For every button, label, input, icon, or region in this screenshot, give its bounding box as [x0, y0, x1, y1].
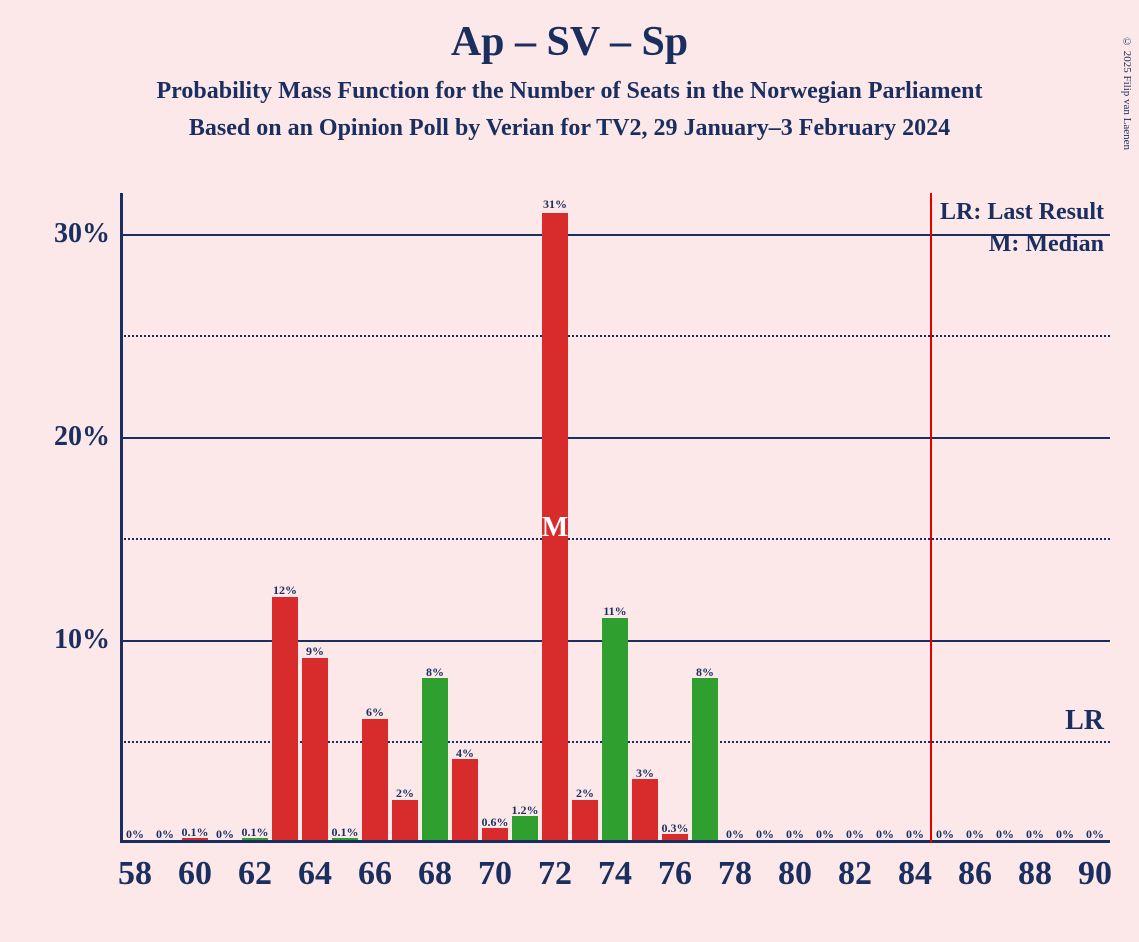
- bar-value-label: 11%: [603, 604, 626, 619]
- legend-last-result: LR: Last Result: [940, 199, 1104, 226]
- bar-value-label: 12%: [273, 583, 297, 598]
- bar-value-label: 0%: [816, 827, 834, 842]
- x-tick-label: 68: [418, 855, 452, 893]
- x-tick-label: 66: [358, 855, 392, 893]
- bar-value-label: 31%: [543, 197, 567, 212]
- bar-value-label: 0%: [786, 827, 804, 842]
- gridline-major: [120, 437, 1110, 439]
- chart-area: 10%20%30%5860626466687072747678808284868…: [120, 193, 1110, 843]
- chart-subtitle-1: Probability Mass Function for the Number…: [0, 78, 1139, 105]
- x-tick-label: 90: [1078, 855, 1112, 893]
- bar-value-label: 0%: [996, 827, 1014, 842]
- gridline-minor: [120, 335, 1110, 337]
- lr-axis-label: LR: [1065, 705, 1104, 737]
- bar-value-label: 0.6%: [482, 815, 509, 830]
- bar: [512, 816, 538, 840]
- x-tick-label: 84: [898, 855, 932, 893]
- bar-value-label: 0.3%: [662, 821, 689, 836]
- bar-value-label: 0.1%: [332, 825, 359, 840]
- bar-value-label: 0%: [126, 827, 144, 842]
- bar-value-label: 0%: [966, 827, 984, 842]
- y-tick-label: 30%: [10, 218, 110, 250]
- chart-subtitle-2: Based on an Opinion Poll by Verian for T…: [0, 115, 1139, 142]
- x-tick-label: 74: [598, 855, 632, 893]
- bar-value-label: 0%: [876, 827, 894, 842]
- bar: [422, 678, 448, 840]
- bar-value-label: 0%: [1056, 827, 1074, 842]
- bar: [302, 658, 328, 840]
- gridline-minor: [120, 538, 1110, 540]
- x-tick-label: 58: [118, 855, 152, 893]
- bar-value-label: 0%: [1026, 827, 1044, 842]
- y-tick-label: 10%: [10, 624, 110, 656]
- bar: [392, 800, 418, 840]
- bar-value-label: 8%: [696, 665, 714, 680]
- x-tick-label: 80: [778, 855, 812, 893]
- x-tick-label: 62: [238, 855, 272, 893]
- bar: [452, 759, 478, 840]
- bar: [632, 779, 658, 840]
- bar-value-label: 0%: [936, 827, 954, 842]
- bar: [692, 678, 718, 840]
- median-marker: M: [542, 512, 568, 544]
- bar-value-label: 3%: [636, 766, 654, 781]
- bar-value-label: 0.1%: [182, 825, 209, 840]
- bar-value-label: 0.1%: [242, 825, 269, 840]
- chart-title: Ap – SV – Sp: [0, 18, 1139, 66]
- bar-value-label: 2%: [576, 786, 594, 801]
- x-tick-label: 88: [1018, 855, 1052, 893]
- gridline-major: [120, 234, 1110, 236]
- x-tick-label: 76: [658, 855, 692, 893]
- y-tick-label: 20%: [10, 421, 110, 453]
- bar-value-label: 0%: [846, 827, 864, 842]
- bar-value-label: 0%: [156, 827, 174, 842]
- y-axis: [120, 193, 123, 843]
- bar-value-label: 0%: [756, 827, 774, 842]
- bar-value-label: 2%: [396, 786, 414, 801]
- bar-value-label: 6%: [366, 705, 384, 720]
- x-tick-label: 60: [178, 855, 212, 893]
- bar-value-label: 0%: [1086, 827, 1104, 842]
- bar: [602, 618, 628, 840]
- bar-value-label: 8%: [426, 665, 444, 680]
- last-result-line: [930, 193, 932, 843]
- x-tick-label: 86: [958, 855, 992, 893]
- bar: [362, 719, 388, 840]
- bar-value-label: 0%: [216, 827, 234, 842]
- x-tick-label: 70: [478, 855, 512, 893]
- bar-value-label: 1.2%: [512, 803, 539, 818]
- bar-value-label: 0%: [726, 827, 744, 842]
- bar-value-label: 9%: [306, 644, 324, 659]
- copyright-text: © 2025 Filip van Laenen: [1121, 36, 1133, 150]
- bar-value-label: 0%: [906, 827, 924, 842]
- x-tick-label: 78: [718, 855, 752, 893]
- bar: [272, 597, 298, 840]
- bar-value-label: 4%: [456, 746, 474, 761]
- legend-median: M: Median: [989, 231, 1104, 258]
- x-axis: [120, 840, 1110, 843]
- x-tick-label: 82: [838, 855, 872, 893]
- bar: [572, 800, 598, 840]
- x-tick-label: 64: [298, 855, 332, 893]
- x-tick-label: 72: [538, 855, 572, 893]
